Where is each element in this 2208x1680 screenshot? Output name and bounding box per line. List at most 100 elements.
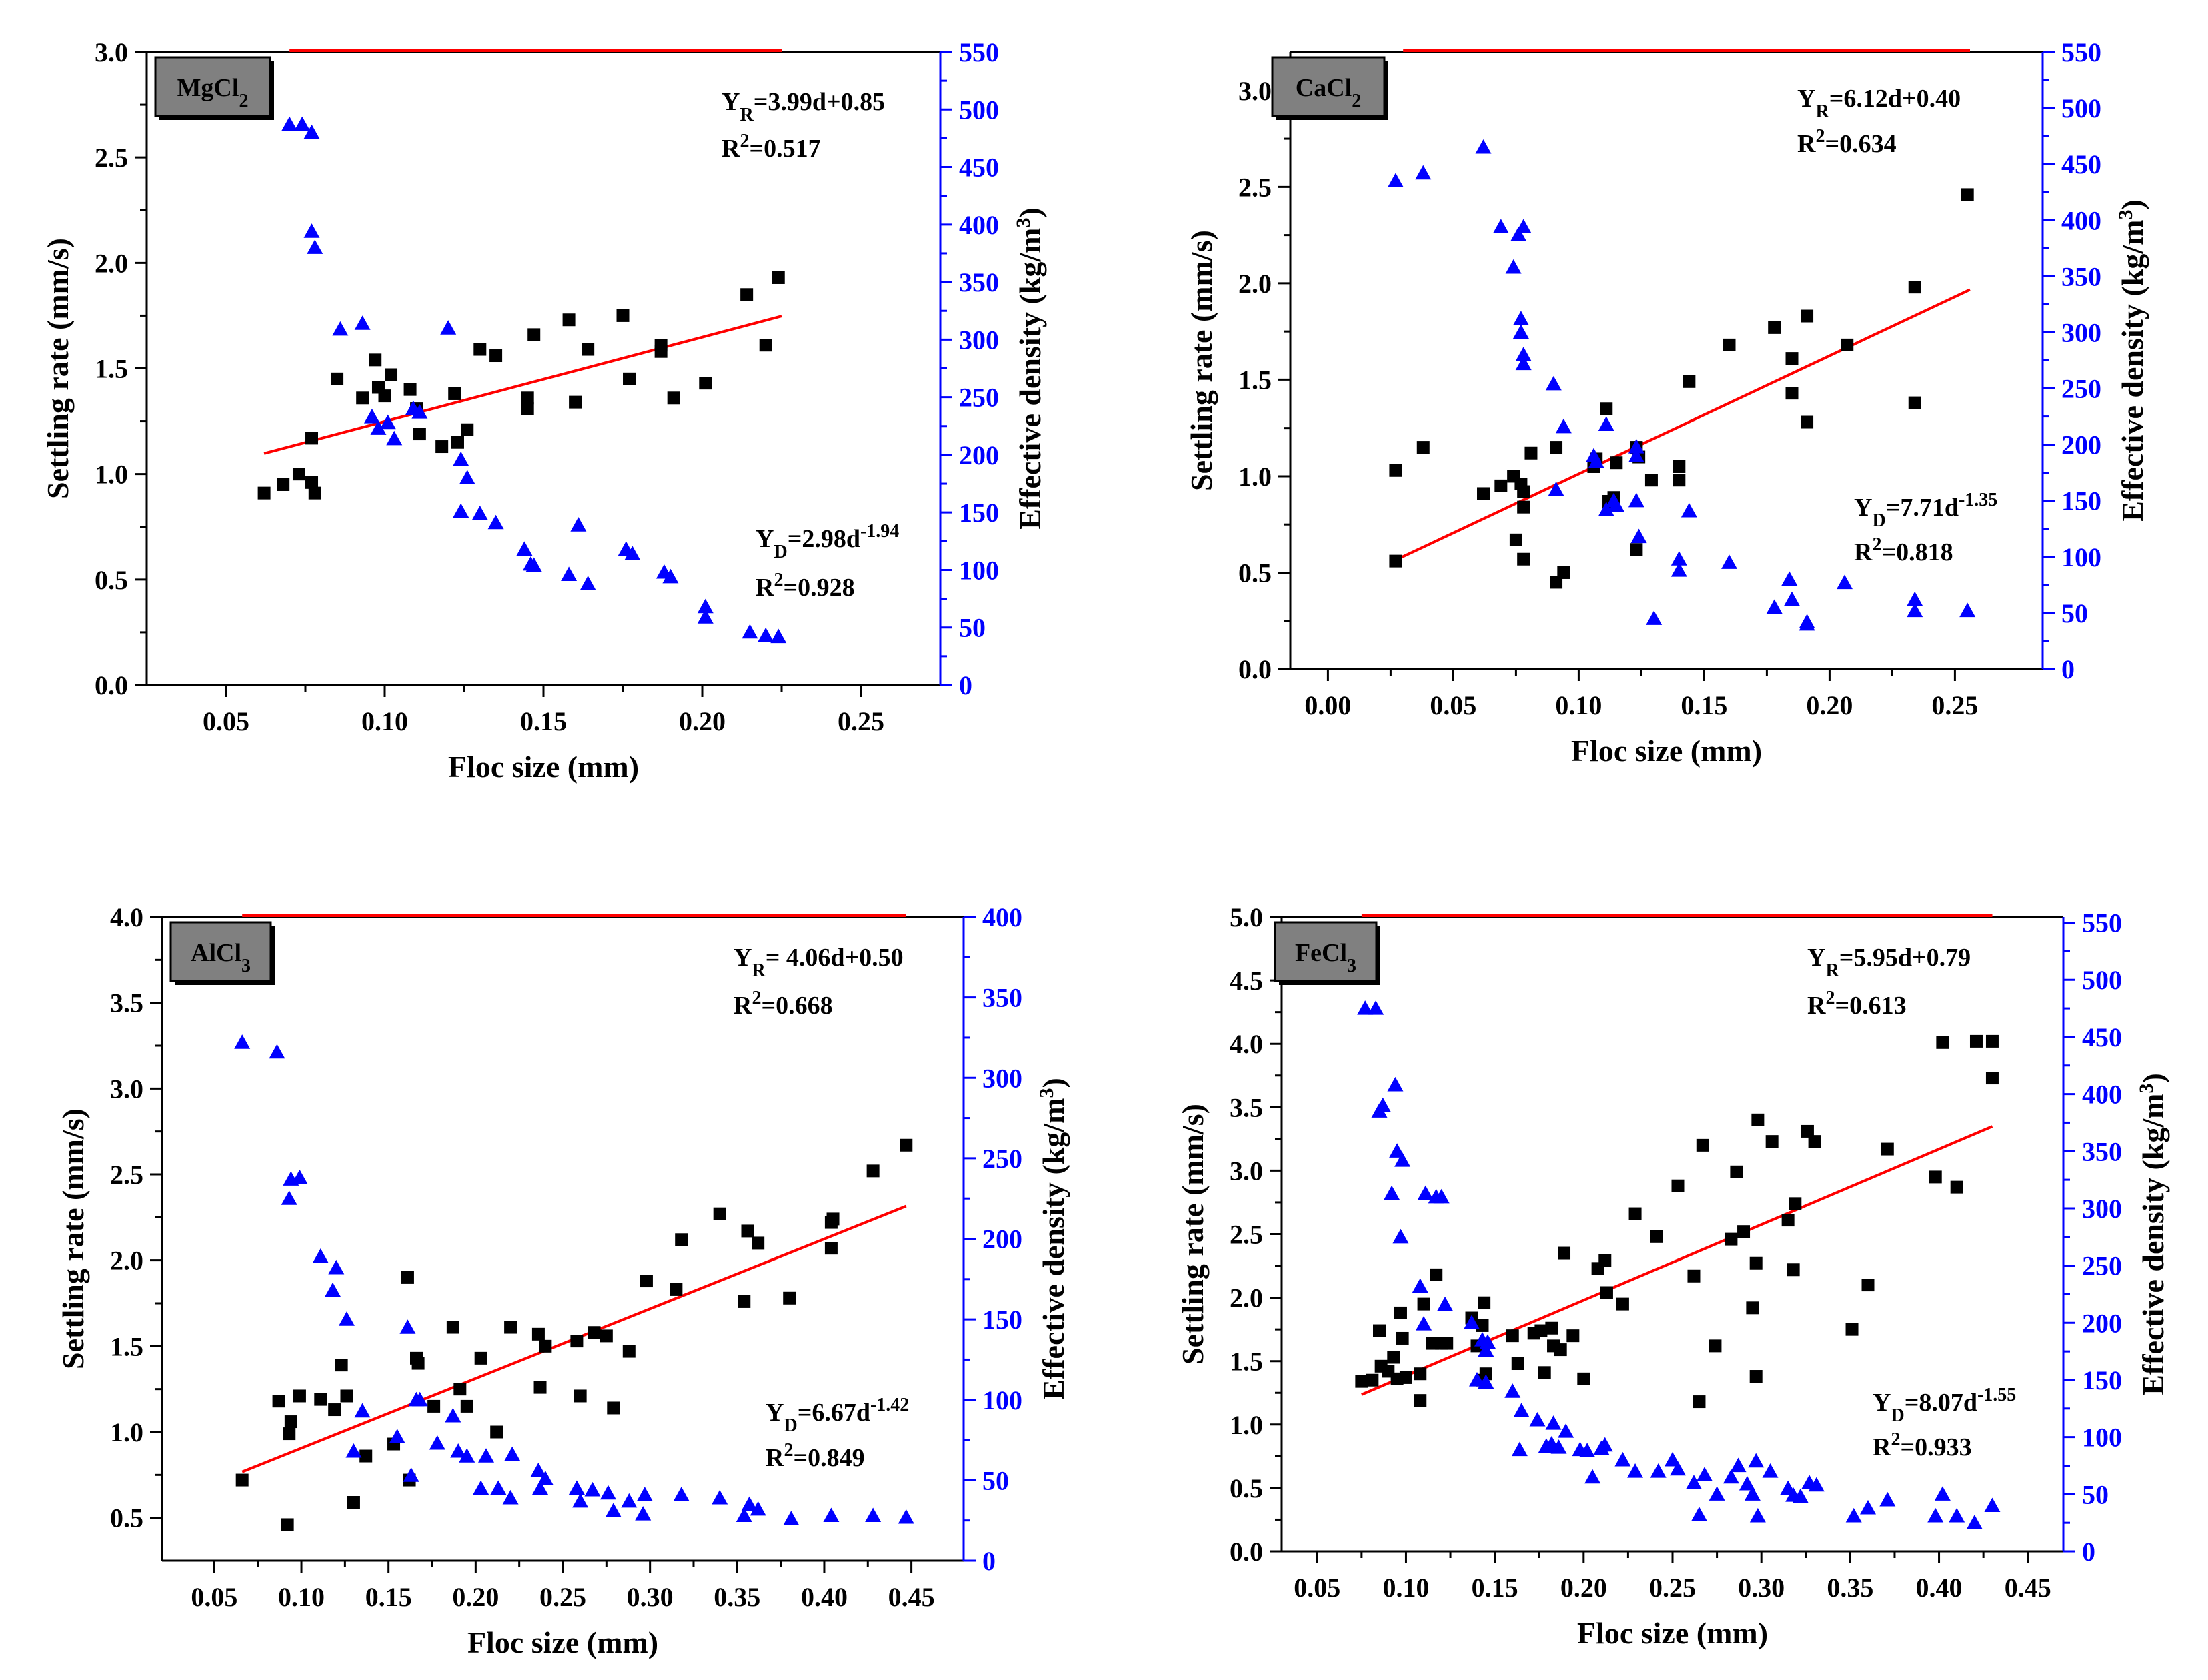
x-axis-title: Floc size (mm) [1577,1616,1768,1650]
x-tick-label: 0.15 [520,706,567,736]
density-point [568,1480,585,1495]
y-tick-label: 2.0 [1230,1283,1263,1313]
density-point [1879,1491,1896,1507]
rate-point [1478,1296,1491,1309]
rate-point [1630,543,1643,556]
y-tick-label: 1.5 [1238,365,1272,395]
density-point [741,1496,758,1511]
rate-point [473,343,487,356]
rate-point [1671,1179,1685,1192]
rate-point [600,1329,613,1343]
rate-point [489,349,503,363]
rate-point [1768,321,1781,334]
density-point [440,320,457,335]
rate-point [654,339,668,352]
density-point [1588,453,1604,468]
density-point [605,1503,622,1517]
eq-mid: =8.07d [1905,1389,1977,1417]
y2-tick-label: 0 [982,1546,996,1576]
y-tick-label: 4.5 [1230,966,1263,996]
density-point [532,1480,549,1495]
rate-point [1494,479,1508,492]
rate-point [562,313,576,327]
rate-point [667,391,680,405]
density-point [1387,173,1404,188]
density-point [742,624,758,639]
r2-sup: 2 [774,570,783,590]
density-equation: YD=8.07d-1.55 [1873,1385,2016,1426]
rate-fit-line [1361,1125,1993,1396]
density-point [1416,1316,1432,1331]
eq-sub: R [740,105,754,125]
density-point [697,598,714,614]
y2-title-main: Effective density (kg/m [2115,220,2149,522]
y-tick-label: 2.5 [1238,172,1272,202]
eq-lead: Y [1807,944,1825,972]
density-point [1949,1507,1965,1523]
rate-point [1610,456,1623,470]
rate-equation: YR=6.12d+0.40 [1797,85,1961,122]
density-point [865,1507,882,1523]
rate-point [1861,1279,1875,1292]
r2-rest: =0.613 [1835,992,1906,1020]
density-r2: R2=0.818 [1854,534,1953,567]
y2-tick-label: 100 [982,1385,1022,1415]
rate-point [521,391,534,405]
y-tick-label: 3.0 [95,37,128,67]
badge-label: CaCl2 [1296,74,1361,111]
density-point [1749,1507,1766,1523]
eq-mid: =2.98d [788,525,860,553]
rate-point [451,436,464,449]
y2-title-main: Effective density (kg/m [1013,228,1047,530]
density-r2: R2=0.928 [756,570,855,602]
rate-point [1961,188,1974,201]
rate-point [1693,1395,1706,1409]
density-point [1781,571,1798,586]
x-tick-label: 0.15 [1472,1573,1518,1603]
x-tick-label: 0.20 [679,706,726,736]
density-point [504,1446,521,1461]
density-point [1696,1467,1713,1481]
rate-point [257,486,271,500]
chart-panel-cacl2: 0.00 0.05 0.10 0.15 0.20 0.25 0.0 0.5 1.0 1.5 2.0 2… [1184,37,2149,768]
rate-point [1554,1343,1567,1357]
rate-point [277,478,290,491]
y2-tick-label: 550 [2082,908,2122,938]
density-point [1417,1185,1434,1200]
y2-tick-label: 550 [2061,37,2101,67]
density-point [1598,416,1614,431]
rate-point [283,1427,296,1441]
rate-point [1389,464,1402,477]
r2-sup: 2 [740,131,749,151]
r2-sup: 2 [1825,988,1835,1008]
density-point [1628,448,1644,463]
rate-point [1737,1225,1751,1238]
r2-lead: R [766,1444,784,1472]
density-point [1548,481,1564,496]
y2-tick-label: 300 [2082,1194,2122,1224]
y2-tick-label: 500 [959,95,999,125]
badge-box [1274,921,1378,982]
density-point [823,1507,840,1523]
rate-point [574,1389,587,1403]
r2-rest: =0.668 [761,992,832,1020]
x-axis-title: Floc size (mm) [448,750,639,784]
density-point [525,557,542,572]
density-point [1550,1439,1567,1454]
y2-tick-label: 500 [2082,965,2122,995]
density-point [1723,1469,1739,1484]
rate-point [340,1389,353,1403]
r2-sup: 2 [1815,126,1825,147]
rate-point [446,1321,459,1334]
density-point [1505,259,1522,274]
rate-point [235,1473,249,1487]
density-point [303,124,320,139]
density-point [1511,1441,1528,1457]
y2-tick-label: 350 [982,983,1022,1013]
density-point [1630,528,1647,544]
rate-point [741,1224,754,1238]
rate-point [1687,1269,1701,1283]
rate-point [1566,1329,1580,1343]
density-point [1492,219,1509,233]
rate-point [448,387,461,400]
